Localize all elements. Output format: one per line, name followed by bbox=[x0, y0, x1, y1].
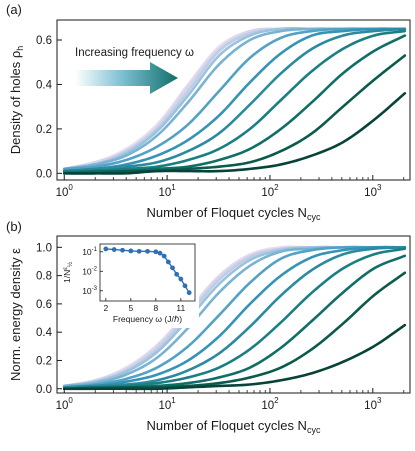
inset-data-point bbox=[178, 276, 184, 282]
increasing-frequency-arrow bbox=[75, 62, 178, 94]
y-tick-label: 0.0 bbox=[36, 168, 52, 180]
series-line-12 bbox=[62, 323, 407, 391]
panel-a-x-axis-label: Number of Floquet cycles Ncyc bbox=[147, 205, 321, 222]
panel-a-y-axis-label: Density of holes ρh bbox=[8, 46, 25, 155]
inset-y-axis-label-sub: ½ bbox=[67, 262, 74, 267]
y-tick-label: 0.0 bbox=[36, 384, 52, 396]
panel-b-x-axis-label-sub: cyc bbox=[307, 425, 321, 435]
x-tick-label-exponent: 1 bbox=[171, 396, 176, 405]
x-tick-label-exponent: 2 bbox=[274, 183, 279, 192]
inset-data-point bbox=[120, 247, 125, 253]
series-line-11 bbox=[62, 54, 407, 175]
panel-a-y-axis-label-sub: h bbox=[15, 46, 25, 51]
panel-label-a: (a) bbox=[6, 2, 22, 17]
inset-y-axis-label-sup: ε bbox=[63, 267, 69, 270]
panel-a-y-axis-label-text: Density of holes ρ bbox=[8, 51, 23, 155]
inset-y-tick-label-exponent: -3 bbox=[92, 286, 98, 292]
inset-chart: 2 5 8 11 10-1 10-2 10-3 Frequency ω (J/ℏ) 1/Nε… bbox=[62, 240, 199, 328]
panel-b-series-group bbox=[62, 245, 407, 391]
inset-x-tick-label: 11 bbox=[176, 303, 185, 313]
annotation-increasing-frequency: Increasing frequency ω bbox=[75, 47, 194, 59]
x-tick-label: 100 bbox=[56, 396, 74, 412]
series-line-7 bbox=[62, 27, 407, 173]
y-tick-label: 0.4 bbox=[36, 327, 53, 339]
inset-data-point bbox=[165, 259, 171, 265]
inset-data-point bbox=[128, 248, 134, 254]
inset-data-point bbox=[157, 250, 163, 256]
x-tick-label-exponent: 3 bbox=[377, 183, 382, 192]
inset-data-point bbox=[111, 247, 117, 252]
x-tick-label: 100 bbox=[56, 183, 74, 199]
panel-a-plot-frame bbox=[56, 19, 411, 181]
x-tick-label: 102 bbox=[261, 183, 279, 199]
x-tick-label: 101 bbox=[158, 183, 176, 199]
inset-x-axis-label: Frequency ω (J/ℏ) bbox=[113, 314, 182, 324]
inset-y-tick-label-exponent: -1 bbox=[92, 247, 98, 253]
series-line-6 bbox=[62, 27, 407, 171]
inset-data-point bbox=[170, 265, 175, 271]
inset-x-tick-label: 8 bbox=[153, 303, 158, 313]
x-tick-label-exponent: 0 bbox=[68, 396, 73, 405]
inset-y-axis-label: 1/Nε½ bbox=[62, 262, 74, 283]
series-line-12 bbox=[62, 92, 407, 175]
inset-y-tick-label: 10-1 bbox=[82, 247, 97, 257]
y-tick-label: 0.8 bbox=[36, 271, 52, 283]
x-tick-label: 101 bbox=[158, 396, 176, 412]
inset-plot-frame bbox=[99, 243, 196, 302]
x-tick-label: 103 bbox=[364, 183, 382, 199]
inset-y-tick-label: 10-2 bbox=[82, 266, 97, 276]
panel-b-plot-frame bbox=[56, 235, 411, 394]
panel-a-series-group bbox=[62, 27, 407, 175]
y-tick-label: 0.4 bbox=[36, 79, 53, 91]
series-line-6 bbox=[62, 245, 407, 389]
inset-data-point bbox=[153, 249, 159, 255]
y-tick-label: 0.6 bbox=[36, 299, 52, 311]
panel-a-x-axis-label-sub: cyc bbox=[307, 212, 321, 222]
inset-data-point bbox=[174, 271, 180, 277]
inset-data-point bbox=[136, 248, 142, 254]
panel-label-b: (b) bbox=[6, 219, 22, 234]
x-tick-label: 102 bbox=[261, 396, 279, 412]
x-tick-label-exponent: 3 bbox=[377, 396, 382, 405]
y-tick-label: 0.2 bbox=[36, 355, 52, 367]
inset-data-point bbox=[103, 246, 109, 252]
inset-y-axis-label-text: 1/N bbox=[62, 270, 72, 283]
x-tick-label: 103 bbox=[364, 396, 382, 412]
inset-x-tick-label: 2 bbox=[103, 303, 108, 313]
inset-y-tick-label-exponent: -2 bbox=[92, 266, 98, 272]
series-line-8 bbox=[62, 246, 407, 389]
inset-data-point bbox=[161, 253, 167, 259]
inset-data-point bbox=[182, 283, 188, 289]
x-tick-label-exponent: 1 bbox=[171, 183, 176, 192]
inset-y-tick-label: 10-3 bbox=[82, 286, 97, 296]
series-line-8 bbox=[62, 27, 407, 173]
inset-series-group bbox=[103, 246, 192, 296]
panel-b-y-axis-label: Norm. energy density ε bbox=[8, 248, 23, 381]
y-tick-label: 0.2 bbox=[36, 124, 52, 136]
inset-background bbox=[62, 240, 199, 328]
x-tick-label-exponent: 0 bbox=[68, 183, 73, 192]
series-line-9 bbox=[62, 29, 407, 173]
y-tick-label: 1.0 bbox=[36, 242, 52, 254]
panel-b-x-axis-label-text: Number of Floquet cycles N bbox=[147, 418, 307, 433]
series-line-7 bbox=[62, 245, 407, 389]
x-tick-label-exponent: 2 bbox=[274, 396, 279, 405]
y-tick-label: 0.6 bbox=[36, 35, 52, 47]
panel-b-x-axis-label: Number of Floquet cycles Ncyc bbox=[147, 418, 321, 435]
inset-ticks: 2 5 8 11 10-1 10-2 10-3 bbox=[82, 247, 185, 313]
inset-data-point bbox=[186, 290, 192, 296]
panel-a-x-axis-label-text: Number of Floquet cycles N bbox=[147, 205, 307, 220]
inset-data-point bbox=[145, 248, 150, 254]
inset-x-tick-label: 5 bbox=[128, 303, 133, 313]
